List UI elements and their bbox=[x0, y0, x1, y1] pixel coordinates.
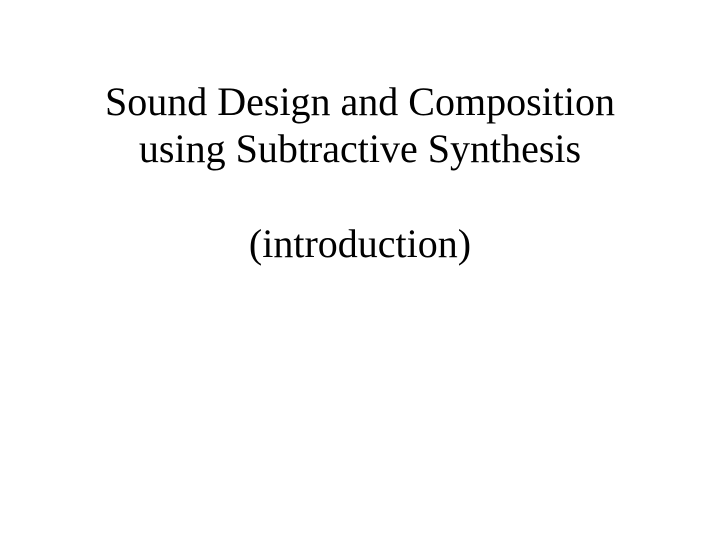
title-line-1: Sound Design and Composition bbox=[0, 78, 720, 125]
subtitle: (introduction) bbox=[0, 220, 720, 267]
slide: Sound Design and Composition using Subtr… bbox=[0, 0, 720, 540]
title-line-2: using Subtractive Synthesis bbox=[0, 125, 720, 172]
title-gap bbox=[0, 172, 720, 220]
